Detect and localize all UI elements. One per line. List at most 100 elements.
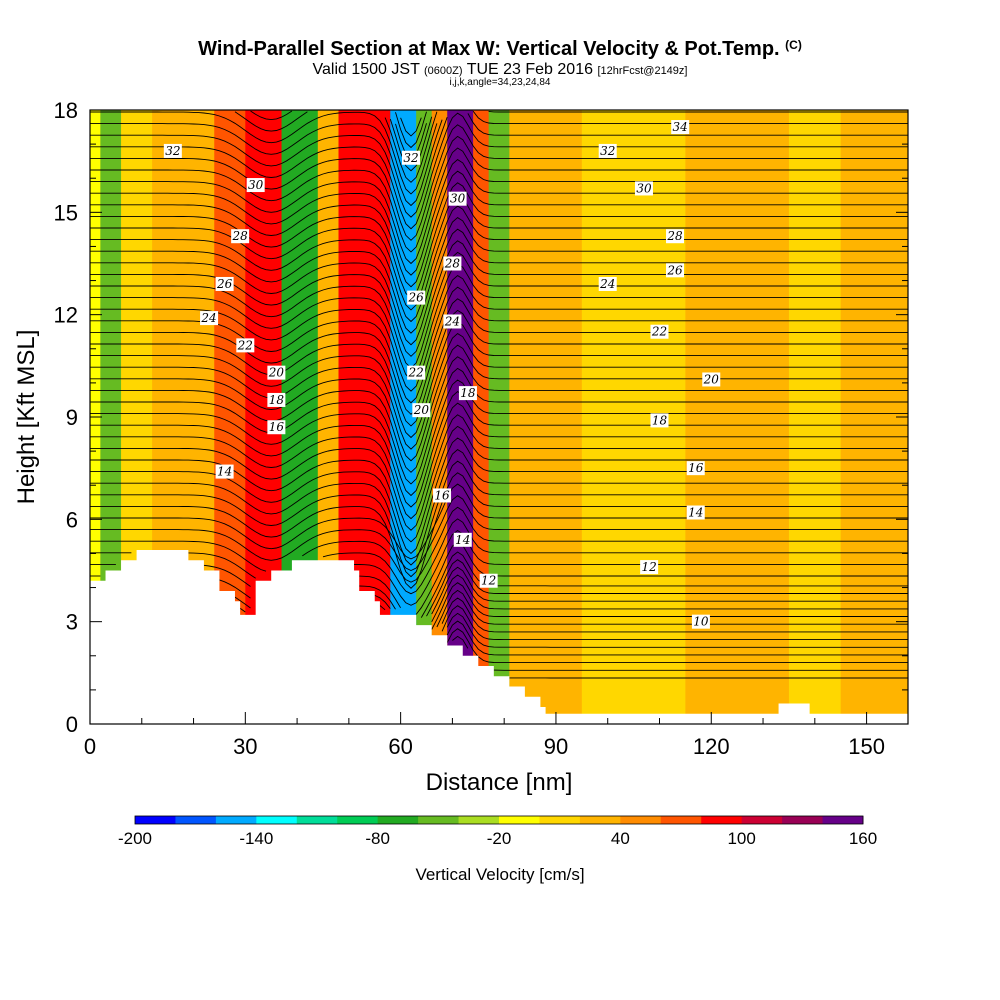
isentrope-label-text: 24 — [599, 277, 615, 291]
isentrope-label-bg — [267, 392, 286, 407]
isentrope-label-text: 34 — [673, 120, 688, 134]
colorbar-label: Vertical Velocity [cm/s] — [415, 865, 584, 884]
isentrope-label-text: 22 — [237, 338, 253, 352]
isentrope-line — [446, 620, 908, 656]
isentrope-label-bg — [407, 290, 426, 305]
isentrope-label: 14 — [215, 464, 234, 479]
axis-ticks: 0 30 60 90 120 150 0 3 6 9 12 15 18 — [54, 98, 908, 759]
isentrope-line — [90, 460, 908, 578]
isentrope-label-text: 10 — [693, 615, 709, 629]
isentrope-label-bg — [702, 372, 721, 387]
isentrope-label: 34 — [671, 120, 690, 135]
isentrope-line — [90, 402, 908, 520]
isentrope-label-text: 28 — [444, 257, 461, 271]
isentrope-label-text: 14 — [217, 465, 232, 479]
isentrope-line — [90, 495, 908, 571]
isentrope-label-text: 12 — [481, 574, 496, 588]
isentrope-line — [90, 124, 908, 241]
isentrope-line — [90, 111, 438, 195]
isentrope-line — [90, 344, 908, 462]
isentrope-line — [415, 541, 908, 615]
isentrope-line — [446, 612, 908, 648]
colorbar-swatch — [539, 816, 581, 824]
isentrope-label-bg — [231, 229, 250, 244]
isentrope-label-bg — [163, 143, 182, 158]
colorbar-swatch — [135, 816, 176, 824]
x-axis-label: Distance [nm] — [426, 769, 573, 796]
colorbar-tick-label: -200 — [118, 829, 152, 848]
isentrope-line — [90, 217, 908, 334]
velocity-band — [473, 110, 490, 724]
colorbar-tick-label: -20 — [487, 829, 512, 848]
terrain-mask — [90, 550, 908, 724]
isentrope-label-text: 28 — [666, 229, 683, 243]
colorbar-tick-label: 160 — [849, 829, 877, 848]
isentrope-label-text: 16 — [269, 420, 285, 434]
isentrope-line — [90, 135, 908, 253]
isentrope-label-bg — [666, 229, 685, 244]
isentrope-label: 20 — [412, 403, 431, 418]
isentrope-line — [90, 228, 908, 346]
isentrope-label: 20 — [702, 372, 721, 387]
isentrope-line — [90, 205, 908, 323]
isentrope-line — [90, 298, 908, 415]
isentrope-label-bg — [650, 413, 669, 428]
isentrope-line — [239, 607, 246, 613]
colorbar-swatch — [620, 816, 662, 824]
y-tick-label: 3 — [66, 610, 78, 635]
y-tick-label: 15 — [54, 200, 78, 225]
isentrope-line — [234, 111, 308, 132]
isentrope-label-bg — [267, 365, 286, 380]
velocity-band — [788, 110, 842, 724]
isentrope-line — [90, 112, 908, 230]
isentrope-label-text: 26 — [666, 263, 683, 277]
isentrope-label-bg — [598, 276, 617, 291]
isentrope-line — [441, 597, 908, 633]
isentrope-label: 32 — [163, 143, 182, 158]
chart-title: Wind-Parallel Section at Max W: Vertical… — [0, 38, 1000, 61]
isentrope-line — [90, 356, 908, 473]
isentrope-label-bg — [448, 191, 467, 206]
isentrope-label-text: 20 — [703, 372, 720, 386]
isentrope-label: 22 — [236, 338, 255, 353]
isentrope-line — [90, 251, 908, 369]
isentrope-line — [374, 594, 391, 609]
isentrope-label-text: 12 — [641, 560, 656, 574]
isentrope-label-bg — [640, 560, 659, 575]
isentrope-label-text: 18 — [460, 386, 476, 400]
isentrope-line — [400, 117, 422, 137]
isentrope-line — [90, 391, 908, 508]
isentrope-label-text: 20 — [268, 366, 285, 380]
isentrope-line — [90, 286, 908, 404]
isentrope-label-bg — [671, 120, 690, 135]
isentrope-line — [436, 589, 908, 628]
velocity-band — [488, 110, 510, 724]
colorbar-swatch — [458, 816, 500, 824]
isentrope-label: 30 — [246, 178, 265, 193]
isentrope-label-text: 16 — [434, 488, 450, 502]
isentrope-line — [431, 574, 908, 623]
isentrope-label-text: 30 — [636, 181, 652, 195]
isentrope-line — [90, 379, 908, 497]
colorbar-swatch — [256, 816, 298, 824]
isentrope-label-bg — [215, 276, 234, 291]
colorbar-swatch — [296, 816, 338, 824]
isentrope-line — [359, 585, 396, 610]
colorbar-swatch — [175, 816, 217, 824]
isentrope-label: 18 — [458, 386, 477, 401]
isentrope-label: 32 — [401, 150, 420, 165]
isentrope-line — [90, 333, 908, 450]
isentrope-label-text: 14 — [455, 533, 470, 547]
isentrope-label-text: 30 — [248, 178, 264, 192]
isentrope-line — [359, 575, 401, 609]
isentrope-label: 12 — [640, 560, 659, 575]
potential-temperature-contours — [90, 110, 908, 679]
velocity-band — [581, 110, 686, 724]
terrain — [90, 550, 908, 724]
colorbar-tick-label: -80 — [365, 829, 390, 848]
isentrope-line — [446, 628, 908, 664]
isentrope-line — [90, 119, 443, 207]
y-tick-label: 9 — [66, 405, 78, 430]
isentrope-label-text: 18 — [269, 393, 285, 407]
colorbar-tick-label: 40 — [611, 829, 630, 848]
